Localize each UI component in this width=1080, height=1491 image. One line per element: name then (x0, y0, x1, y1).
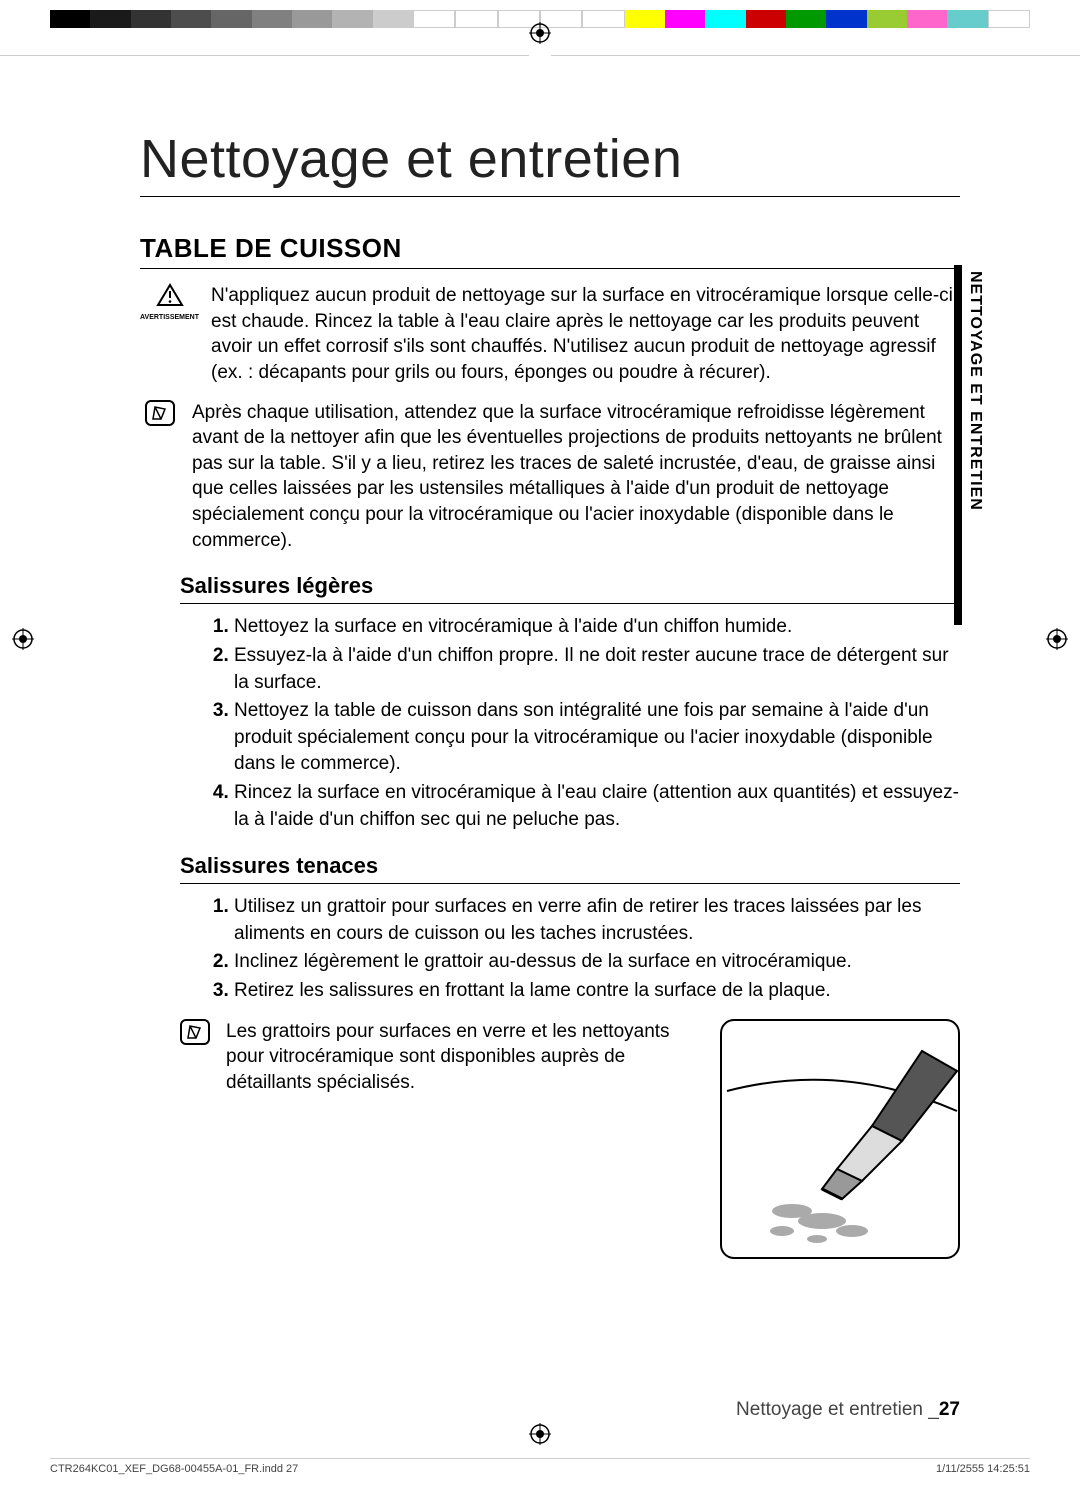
color-swatch (211, 10, 251, 28)
color-swatch (625, 10, 665, 28)
color-swatch (90, 10, 130, 28)
list-item: Rincez la surface en vitrocéramique à l'… (234, 780, 960, 833)
note-text: Après chaque utilisation, attendez que l… (192, 400, 960, 554)
color-swatch (786, 10, 826, 28)
color-swatch (50, 10, 90, 28)
color-swatch (907, 10, 947, 28)
list-item: Inclinez légèrement le grattoir au-dessu… (234, 949, 960, 976)
warning-icon: AVERTISSEMENT (140, 283, 199, 386)
note-icon (140, 400, 180, 554)
color-swatch (988, 10, 1030, 28)
color-swatch (131, 10, 171, 28)
warning-block: AVERTISSEMENT N'appliquez aucun produit … (140, 283, 960, 386)
instruction-list: Nettoyez la surface en vitrocéramique à … (210, 614, 960, 833)
color-swatch (826, 10, 866, 28)
list-item: Retirez les salissures en frottant la la… (234, 978, 960, 1005)
note-text: Les grattoirs pour surfaces en verre et … (226, 1019, 708, 1259)
print-footer: CTR264KC01_XEF_DG68-00455A-01_FR.indd 27… (50, 1458, 1030, 1475)
warning-text: N'appliquez aucun produit de nettoyage s… (211, 283, 960, 386)
page-content: Nettoyage et entretien TABLE DE CUISSON … (0, 28, 1080, 1481)
footer-label: Nettoyage et entretien _ (736, 1399, 939, 1420)
page-footer: Nettoyage et entretien _27 (140, 1399, 960, 1421)
print-timestamp: 1/11/2555 14:25:51 (936, 1463, 1030, 1475)
color-swatch (373, 10, 413, 28)
footer-page-number: 27 (939, 1399, 960, 1420)
color-swatch (455, 10, 497, 28)
subsection-heading: Salissures tenaces (180, 853, 960, 884)
list-item: Nettoyez la table de cuisson dans son in… (234, 698, 960, 778)
note-with-illustration: Les grattoirs pour surfaces en verre et … (180, 1019, 960, 1259)
list-item: Essuyez-la à l'aide d'un chiffon propre.… (234, 643, 960, 696)
note-block: Après chaque utilisation, attendez que l… (140, 400, 960, 554)
color-swatch (252, 10, 292, 28)
print-file: CTR264KC01_XEF_DG68-00455A-01_FR.indd 27 (50, 1463, 298, 1475)
page-title: Nettoyage et entretien (140, 128, 960, 197)
color-swatch (171, 10, 211, 28)
list-item: Nettoyez la surface en vitrocéramique à … (234, 614, 960, 641)
section-heading: TABLE DE CUISSON (140, 233, 960, 269)
warning-label: AVERTISSEMENT (140, 314, 199, 321)
color-swatch (705, 10, 745, 28)
color-swatch (746, 10, 786, 28)
color-swatch (292, 10, 332, 28)
color-swatch (947, 10, 987, 28)
color-swatch (665, 10, 705, 28)
color-swatch (413, 10, 455, 28)
color-swatch (867, 10, 907, 28)
color-swatch (332, 10, 372, 28)
scraper-illustration (720, 1019, 960, 1259)
list-item: Utilisez un grattoir pour surfaces en ve… (234, 894, 960, 947)
instruction-list: Utilisez un grattoir pour surfaces en ve… (210, 894, 960, 1004)
color-swatch (582, 10, 624, 28)
note-icon (180, 1019, 214, 1259)
subsection-heading: Salissures légères (180, 573, 960, 604)
